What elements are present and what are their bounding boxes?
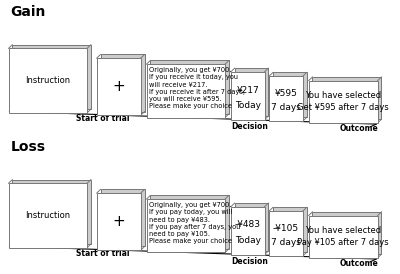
Text: Gain: Gain [10,5,46,19]
Bar [12,45,91,109]
Text: Decision: Decision [232,256,268,266]
Bar [12,179,91,244]
Bar [100,55,144,112]
Text: Loss: Loss [10,140,46,154]
Text: Outcome: Outcome [340,259,379,268]
Text: -¥105: -¥105 [273,224,299,233]
Text: Outcome: Outcome [340,124,379,133]
Text: Today: Today [235,236,261,245]
Text: Originally, you get ¥700.
If you receive it today, you
will receive ¥217.
If you: Originally, you get ¥700. If you receive… [149,67,245,109]
Text: +: + [112,214,125,229]
Text: You have selected
Get ¥595 after 7 days: You have selected Get ¥595 after 7 days [297,92,389,112]
Text: Instruction: Instruction [25,76,70,85]
Bar [309,81,378,123]
Text: 7 days: 7 days [271,103,301,112]
Bar [231,207,264,255]
Bar [150,195,229,249]
Text: +: + [112,79,125,94]
Text: ¥595: ¥595 [274,89,298,98]
Text: Instruction: Instruction [25,211,70,220]
Bar [97,193,141,250]
Text: Today: Today [235,101,261,110]
Bar [100,189,144,247]
Text: Decision: Decision [232,122,268,131]
Bar [269,76,303,121]
Text: ¥217: ¥217 [236,85,259,95]
Bar [273,207,307,252]
Bar [312,77,382,119]
Bar [97,58,141,115]
Bar [146,64,225,118]
Text: Originally, you get ¥700.
If you pay today, you will
need to pay ¥483.
If you pa: Originally, you get ¥700. If you pay tod… [149,202,240,244]
Bar [309,216,378,258]
Bar [231,72,264,120]
Bar [312,212,382,254]
Text: You have selected
Pay ¥105 after 7 days: You have selected Pay ¥105 after 7 days [297,226,389,247]
Bar [273,72,307,117]
Bar [8,48,87,113]
Bar [150,61,229,114]
Text: Start of trial: Start of trial [76,249,129,258]
Text: 7 days: 7 days [271,238,301,247]
Bar [235,68,268,116]
Text: -¥483: -¥483 [235,220,261,229]
Bar [235,203,268,251]
Bar [269,211,303,256]
Text: Start of trial: Start of trial [76,114,129,123]
Bar [146,199,225,252]
Bar [8,183,87,248]
